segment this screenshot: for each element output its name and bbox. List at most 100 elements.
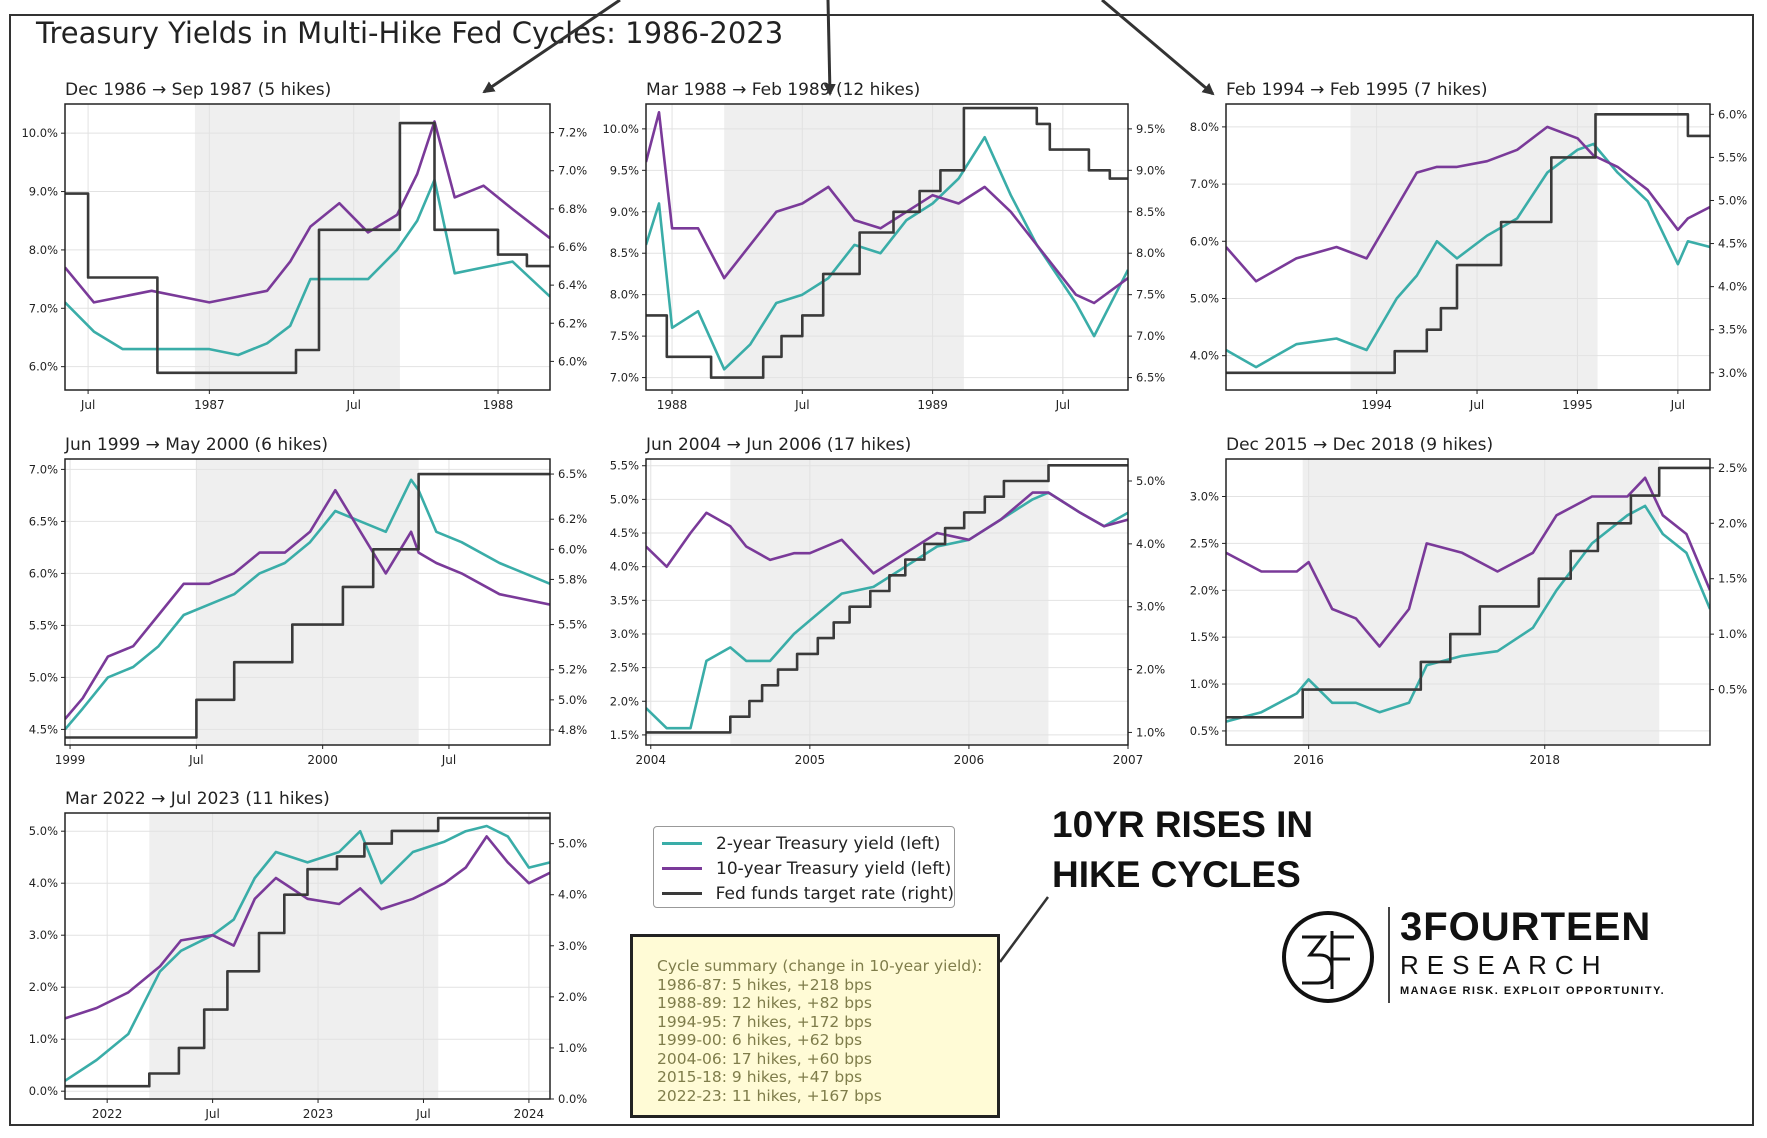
chart-legend: 2-year Treasury yield (left) 10-year Tre… bbox=[653, 826, 955, 908]
x-tick-label: Jul bbox=[188, 753, 203, 767]
y-left-tick-label: 5.0% bbox=[1190, 291, 1219, 305]
y-right-tick-label: 8.5% bbox=[1136, 205, 1165, 219]
y-right-tick-label: 5.2% bbox=[558, 663, 587, 677]
y-right-tick-label: 0.0% bbox=[558, 1092, 587, 1106]
summary-heading: Cycle summary (change in 10-year yield): bbox=[657, 957, 983, 975]
y-left-tick-label: 4.5% bbox=[29, 722, 58, 736]
plot-frame bbox=[64, 812, 551, 1100]
y-right-tick-label: 8.0% bbox=[1136, 246, 1165, 260]
y-left-tick-label: 9.5% bbox=[610, 163, 639, 177]
y-right-tick-label: 3.0% bbox=[1718, 366, 1747, 380]
y-right-tick-label: 5.8% bbox=[558, 572, 587, 586]
y-right-tick-label: 4.0% bbox=[1718, 280, 1747, 294]
y-left-tick-label: 4.0% bbox=[610, 560, 639, 574]
summary-row: 1999-00: 6 hikes, +62 bps bbox=[657, 1031, 863, 1049]
hike-window-shade bbox=[196, 459, 419, 745]
y-right-tick-label: 6.2% bbox=[558, 512, 587, 526]
chart-panel-4: Jun 1999 → May 2000 (6 hikes) 1999 Jul 2000… bbox=[29, 435, 588, 767]
y-left-tick-label: 7.0% bbox=[29, 462, 58, 476]
y-left-tick-label: 5.5% bbox=[610, 459, 639, 473]
legend-item-two-year: 2-year Treasury yield (left) bbox=[662, 831, 954, 856]
panel-title: Jun 2004 → Jun 2006 (17 hikes) bbox=[645, 435, 911, 455]
y-left-tick-label: 5.0% bbox=[29, 824, 58, 838]
y-left-tick-label: 7.5% bbox=[610, 329, 639, 343]
y-left-tick-label: 2.0% bbox=[29, 980, 58, 994]
series-line-ten-year bbox=[1226, 125, 1710, 283]
page-title: Treasury Yields in Multi-Hike Fed Cycles… bbox=[36, 16, 784, 50]
y-left-tick-label: 3.0% bbox=[1190, 490, 1219, 504]
y-left-tick-label: 7.0% bbox=[29, 301, 58, 315]
y-right-tick-label: 6.2% bbox=[558, 316, 587, 330]
y-left-tick-label: 7.0% bbox=[610, 371, 639, 385]
callout-arrows bbox=[482, 0, 1215, 963]
plot-frame bbox=[1225, 458, 1711, 746]
panel-title: Mar 2022 → Jul 2023 (11 hikes) bbox=[65, 789, 330, 809]
series-line-two-year bbox=[65, 478, 550, 731]
y-right-tick-label: 4.5% bbox=[1718, 237, 1747, 251]
x-tick-label: 1987 bbox=[194, 398, 225, 412]
x-tick-label: 1994 bbox=[1361, 398, 1392, 412]
x-tick-label: Jul bbox=[1469, 398, 1484, 412]
x-tick-label: Jul bbox=[1055, 398, 1070, 412]
y-right-tick-label: 5.0% bbox=[558, 693, 587, 707]
y-left-tick-label: 10.0% bbox=[21, 126, 58, 140]
y-right-tick-label: 7.0% bbox=[1136, 329, 1165, 343]
y-left-tick-label: 4.0% bbox=[29, 876, 58, 890]
x-tick-label: 2023 bbox=[303, 1107, 334, 1121]
y-right-tick-label: 3.0% bbox=[1136, 600, 1165, 614]
panel-title: Dec 1986 → Sep 1987 (5 hikes) bbox=[65, 80, 331, 100]
x-tick-label: 1988 bbox=[657, 398, 688, 412]
chart-panel-5: Jun 2004 → Jun 2006 (17 hikes) 2004 2005 20… bbox=[610, 435, 1166, 767]
legend-item-fed-funds: Fed funds target rate (right) bbox=[662, 881, 954, 906]
y-right-tick-label: 6.5% bbox=[558, 467, 587, 481]
y-right-tick-label: 2.0% bbox=[1718, 516, 1747, 530]
y-right-tick-label: 9.0% bbox=[1136, 163, 1165, 177]
summary-row: 1988-89: 12 hikes, +82 bps bbox=[657, 994, 872, 1012]
x-tick-label: Jul bbox=[441, 753, 456, 767]
callout-arrow-1 bbox=[482, 0, 621, 94]
series-line-fed-funds bbox=[65, 121, 550, 375]
series-line-fed-funds bbox=[646, 106, 1128, 379]
y-left-tick-label: 3.5% bbox=[610, 593, 639, 607]
y-right-tick-label: 3.0% bbox=[558, 939, 587, 953]
x-tick-label: 1999 bbox=[55, 753, 86, 767]
y-left-tick-label: 5.0% bbox=[29, 670, 58, 684]
summary-row: 1994-95: 7 hikes, +172 bps bbox=[657, 1012, 872, 1031]
y-right-tick-label: 6.0% bbox=[558, 542, 587, 556]
chart-panel-3: Feb 1994 → Feb 1995 (7 hikes) 1994 Jul 1995… bbox=[1190, 80, 1748, 412]
x-tick-label: 2024 bbox=[514, 1107, 545, 1121]
y-right-tick-label: 2.0% bbox=[1136, 663, 1165, 677]
y-left-tick-label: 9.0% bbox=[610, 205, 639, 219]
y-right-tick-label: 6.5% bbox=[1136, 371, 1165, 385]
x-tick-label: 2018 bbox=[1529, 753, 1560, 767]
y-left-tick-label: 2.5% bbox=[610, 661, 639, 675]
y-right-tick-label: 5.0% bbox=[1718, 193, 1747, 207]
panel-title: Feb 1994 → Feb 1995 (7 hikes) bbox=[1226, 80, 1488, 100]
series-line-fed-funds bbox=[65, 816, 550, 1088]
series-line-fed-funds bbox=[65, 472, 550, 739]
plot-frame bbox=[645, 458, 1129, 746]
legend-item-ten-year: 10-year Treasury yield (left) bbox=[662, 856, 954, 881]
y-left-tick-label: 1.0% bbox=[1190, 677, 1219, 691]
plot-frame bbox=[64, 458, 551, 746]
y-left-tick-label: 2.0% bbox=[610, 694, 639, 708]
y-left-tick-label: 3.0% bbox=[29, 928, 58, 942]
y-right-tick-label: 6.4% bbox=[558, 278, 587, 292]
y-right-tick-label: 0.5% bbox=[1718, 683, 1747, 697]
logo-name: 3FOURTEEN bbox=[1400, 905, 1652, 949]
legend-swatch-two-year bbox=[662, 842, 702, 845]
y-right-tick-label: 4.8% bbox=[558, 723, 587, 737]
x-tick-label: 2007 bbox=[1113, 753, 1144, 767]
y-left-tick-label: 3.0% bbox=[610, 627, 639, 641]
x-tick-label: Jul bbox=[1670, 398, 1685, 412]
legend-swatch-ten-year bbox=[662, 867, 702, 870]
series-line-fed-funds bbox=[1226, 113, 1710, 375]
y-right-tick-label: 6.6% bbox=[558, 240, 587, 254]
x-tick-label: 1995 bbox=[1562, 398, 1593, 412]
y-right-tick-label: 5.0% bbox=[1136, 474, 1165, 488]
hike-window-shade bbox=[724, 104, 964, 390]
x-tick-label: Jul bbox=[415, 1107, 430, 1121]
callout-line-2: HIKE CYCLES bbox=[1052, 854, 1301, 895]
chart-panel-2: Mar 1988 → Feb 1989 (12 hikes) 1988 Jul 198… bbox=[602, 80, 1165, 412]
